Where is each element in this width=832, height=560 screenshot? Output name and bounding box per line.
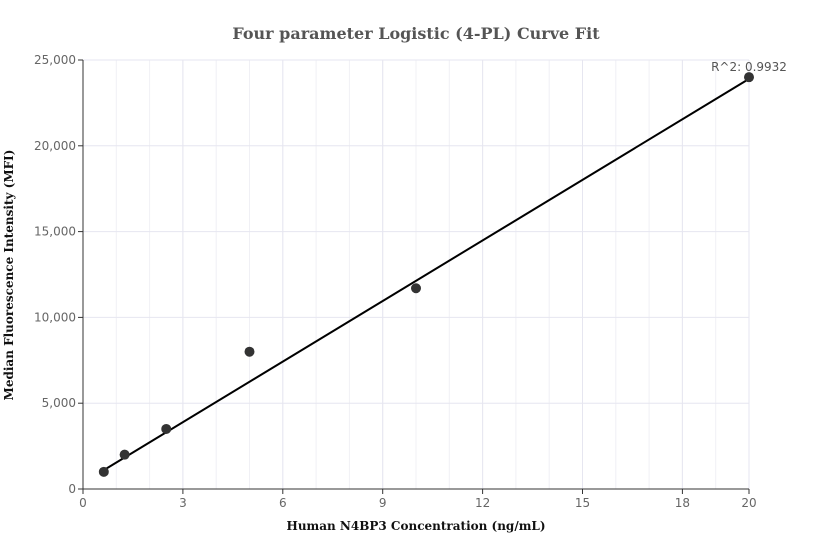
y-tick-label: 5,000 (42, 396, 76, 410)
data-point (98, 466, 109, 477)
x-tick-label: 15 (575, 496, 590, 510)
y-axis-title: Median Fluorescence Intensity (MFI) (2, 150, 16, 401)
data-point (161, 423, 172, 434)
y-axis-ticks: 0 5,000 10,000 15,000 20,000 25,000 (34, 53, 83, 496)
data-point (119, 449, 130, 460)
x-tick-label: 3 (179, 496, 187, 510)
data-point (744, 72, 754, 83)
series-layer (98, 72, 754, 477)
fit-line (103, 78, 750, 471)
y-tick-label: 25,000 (34, 53, 76, 67)
data-point (244, 346, 255, 357)
x-tick-label: 0 (79, 496, 87, 510)
axes (82, 60, 749, 490)
x-tick-label: 9 (379, 496, 387, 510)
x-tick-label: 12 (475, 496, 490, 510)
x-tick-label: 6 (279, 496, 287, 510)
r-squared-annotation: R^2: 0.9932 (711, 60, 787, 74)
data-point (411, 283, 421, 294)
x-axis-title: Human N4BP3 Concentration (ng/mL) (286, 519, 545, 533)
y-tick-label: 20,000 (34, 139, 76, 153)
grid (82, 59, 750, 489)
y-tick-label: 10,000 (34, 310, 76, 324)
x-tick-label: 20 (741, 496, 756, 510)
x-axis-ticks: 0 3 6 9 12 15 18 20 (79, 489, 757, 510)
x-tick-label: 18 (675, 496, 690, 510)
y-tick-label: 0 (68, 482, 76, 496)
chart-title: Four parameter Logistic (4-PL) Curve Fit (232, 24, 600, 43)
y-tick-label: 15,000 (34, 225, 76, 239)
